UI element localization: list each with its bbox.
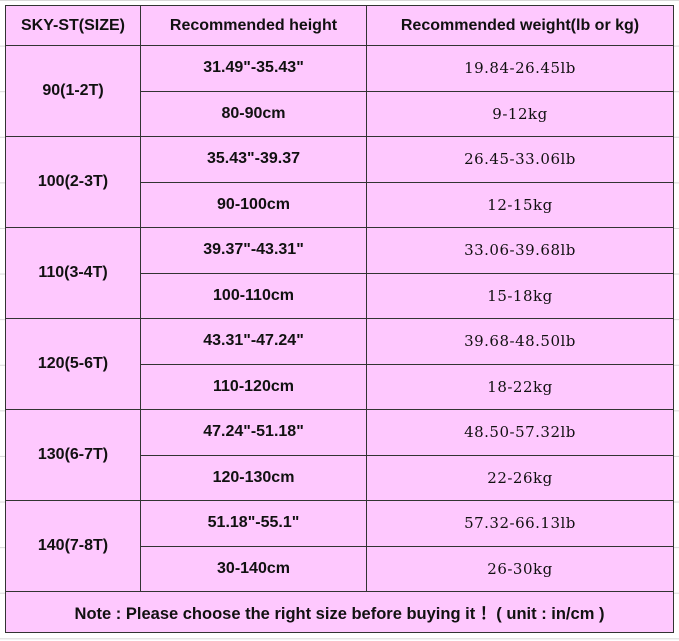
height-cm-cell: 110-120cm	[140, 363, 367, 410]
table-row: 100(2-3T) 35.43"-39.37 26.45-33.06lb	[5, 136, 674, 228]
weight-kg-cell: 9-12kg	[366, 90, 674, 137]
table-row: 110(3-4T) 39.37"-43.31" 33.06-39.68lb	[5, 227, 674, 319]
weight-lb-cell: 48.50-57.32lb	[366, 409, 674, 456]
table-row: 90-100cm 12-15kg	[6, 181, 674, 228]
header-weight: Recommended weight(lb or kg)	[366, 5, 674, 46]
table-row: 80-90cm 9-12kg	[6, 90, 674, 137]
height-cm-cell: 30-140cm	[140, 545, 367, 592]
size-cell: 110(3-4T)	[5, 227, 141, 319]
size-cell: 140(7-8T)	[5, 500, 141, 592]
table-row: 100-110cm 15-18kg	[6, 272, 674, 319]
table-row: 90(1-2T) 31.49"-35.43" 19.84-26.45lb	[5, 45, 674, 137]
height-inches-cell: 35.43"-39.37	[140, 136, 367, 183]
size-cell: 90(1-2T)	[5, 45, 141, 137]
table-row: 110-120cm 18-22kg	[6, 363, 674, 410]
table-row: 120-130cm 22-26kg	[6, 454, 674, 501]
table-row: 140(7-8T) 51.18"-55.1" 57.32-66.13lb	[5, 500, 674, 592]
size-cell: 130(6-7T)	[5, 409, 141, 501]
height-cm-cell: 100-110cm	[140, 272, 367, 319]
size-chart: SKY-ST(SIZE) Recommended height Recommen…	[5, 5, 674, 633]
weight-lb-cell: 57.32-66.13lb	[366, 500, 674, 547]
header-row: SKY-ST(SIZE) Recommended height Recommen…	[5, 5, 674, 46]
height-inches-cell: 43.31"-47.24"	[140, 318, 367, 365]
weight-kg-cell: 18-22kg	[366, 363, 674, 410]
weight-kg-cell: 15-18kg	[366, 272, 674, 319]
weight-kg-cell: 22-26kg	[366, 454, 674, 501]
weight-kg-cell: 12-15kg	[366, 181, 674, 228]
height-inches-cell: 39.37"-43.31"	[140, 227, 367, 274]
note-text: Note : Please choose the right size befo…	[5, 591, 674, 633]
weight-lb-cell: 33.06-39.68lb	[366, 227, 674, 274]
weight-lb-cell: 19.84-26.45lb	[366, 45, 674, 92]
weight-kg-cell: 26-30kg	[366, 545, 674, 592]
height-inches-cell: 31.49"-35.43"	[140, 45, 367, 92]
height-cm-cell: 90-100cm	[140, 181, 367, 228]
height-inches-cell: 51.18"-55.1"	[140, 500, 367, 547]
header-size: SKY-ST(SIZE)	[5, 5, 141, 46]
weight-lb-cell: 39.68-48.50lb	[366, 318, 674, 365]
size-table: SKY-ST(SIZE) Recommended height Recommen…	[5, 5, 674, 633]
height-cm-cell: 120-130cm	[140, 454, 367, 501]
weight-lb-cell: 26.45-33.06lb	[366, 136, 674, 183]
height-cm-cell: 80-90cm	[140, 90, 367, 137]
height-inches-cell: 47.24"-51.18"	[140, 409, 367, 456]
table-row: 130(6-7T) 47.24"-51.18" 48.50-57.32lb	[5, 409, 674, 501]
table-row: 120(5-6T) 43.31"-47.24" 39.68-48.50lb	[5, 318, 674, 410]
size-cell: 120(5-6T)	[5, 318, 141, 410]
table-row: 30-140cm 26-30kg	[6, 545, 674, 592]
size-cell: 100(2-3T)	[5, 136, 141, 228]
header-height: Recommended height	[140, 5, 367, 46]
note-row: Note : Please choose the right size befo…	[5, 591, 674, 633]
